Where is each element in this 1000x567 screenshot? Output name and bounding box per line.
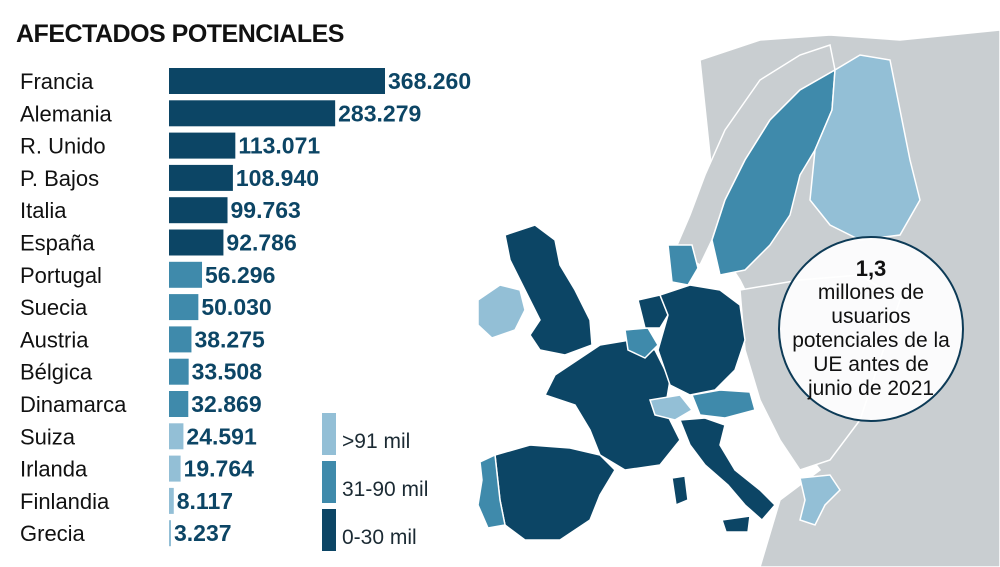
value-label: 33.508 xyxy=(192,359,263,385)
map-austria xyxy=(690,389,756,419)
legend-label-mid: 31-90 mil xyxy=(342,478,429,501)
bar xyxy=(169,132,236,159)
legend-swatch-mid xyxy=(322,461,336,503)
bar xyxy=(169,68,385,94)
bar xyxy=(169,520,171,547)
bar xyxy=(169,326,192,353)
value-label: 32.869 xyxy=(191,391,261,417)
legend-swatch-dark xyxy=(322,509,336,551)
value-label: 56.296 xyxy=(205,262,275,288)
bar xyxy=(169,229,224,256)
value-label: 19.764 xyxy=(184,456,255,482)
category-label: Portugal xyxy=(20,263,102,288)
map-sicily xyxy=(721,515,751,533)
map-denmark xyxy=(667,244,699,286)
bar xyxy=(169,197,228,224)
map-greece xyxy=(799,474,841,526)
bar xyxy=(169,358,189,385)
bar xyxy=(169,294,199,321)
map-germany xyxy=(657,284,746,396)
bar xyxy=(169,487,174,514)
bar-chart: Francia 368.260 Alemania 283.279 R. Unido 113… xyxy=(20,68,471,547)
value-label: 8.117 xyxy=(177,488,233,514)
map-finland xyxy=(809,54,921,241)
bar xyxy=(169,261,203,288)
category-label: P. Bajos xyxy=(20,166,99,191)
category-label: Suiza xyxy=(20,424,76,449)
category-label: Irlanda xyxy=(20,457,88,482)
value-label: 50.030 xyxy=(201,294,271,320)
category-label: España xyxy=(20,231,95,256)
map-portugal xyxy=(477,453,506,529)
category-label: Grecia xyxy=(20,521,86,546)
category-label: Austria xyxy=(20,327,89,352)
legend-swatch-light xyxy=(322,413,336,455)
map-italy xyxy=(678,417,777,522)
category-label: Francia xyxy=(20,69,94,94)
map-netherlands xyxy=(637,294,669,329)
bar xyxy=(169,455,181,482)
value-label: 24.591 xyxy=(186,423,257,449)
value-label: 108.940 xyxy=(236,165,319,191)
value-label: 92.786 xyxy=(226,230,296,256)
users-callout: 1,3 millones de usuarios potenciales de … xyxy=(778,236,964,422)
category-label: Italia xyxy=(20,198,67,223)
map-switzerland xyxy=(649,394,694,421)
bar xyxy=(169,391,189,417)
category-label: Suecia xyxy=(20,295,88,320)
value-label: 113.071 xyxy=(238,133,320,159)
legend-label-light: >91 mil xyxy=(342,430,411,453)
legend-label-dark: 0-30 mil xyxy=(342,526,417,549)
category-label: Bélgica xyxy=(20,360,93,385)
value-label: 368.260 xyxy=(388,68,471,94)
category-label: Dinamarca xyxy=(20,392,127,417)
map-uk xyxy=(504,224,593,356)
bar xyxy=(169,423,184,450)
bar xyxy=(169,100,336,127)
callout-text: millones de usuarios potenciales de la U… xyxy=(792,281,950,400)
value-label: 38.275 xyxy=(194,326,265,352)
bar xyxy=(169,164,233,191)
value-label: 99.763 xyxy=(231,197,301,223)
value-label: 3.237 xyxy=(174,520,232,546)
category-label: R. Unido xyxy=(20,134,106,159)
callout-number: 1,3 xyxy=(855,256,887,281)
map-ireland xyxy=(477,284,526,339)
chart-title: AFECTADOS POTENCIALES xyxy=(16,20,344,48)
map-sardinia xyxy=(671,475,689,507)
value-label: 283.279 xyxy=(338,100,421,126)
category-label: Alemania xyxy=(20,101,112,126)
category-label: Finlandia xyxy=(20,489,110,514)
map-belgium xyxy=(624,327,659,359)
